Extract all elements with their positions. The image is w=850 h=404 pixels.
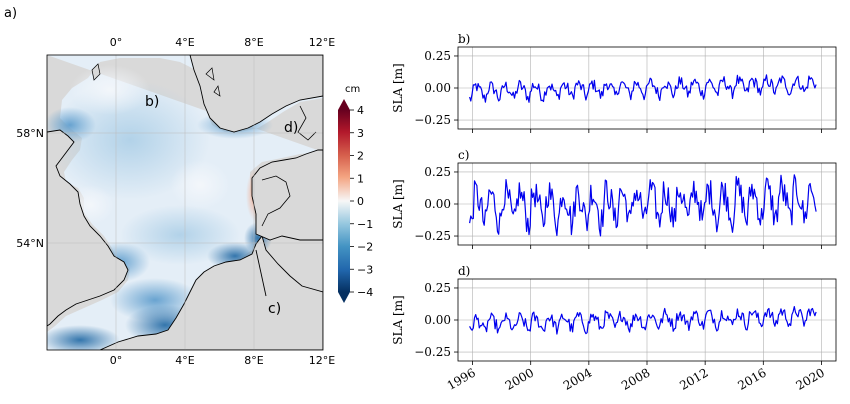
lon-tick-top: 8°E <box>244 36 263 49</box>
landmass-france <box>99 235 323 350</box>
colorbar: cm 4 3 2 1 0 −1 −2 −3 −4 <box>338 84 373 303</box>
ytick-label: 0.00 <box>424 197 451 211</box>
colorbar-gradient <box>338 110 350 292</box>
map-label-c: c) <box>268 301 281 317</box>
ylabel: SLA [m] <box>391 295 405 344</box>
colorbar-tick-label: −2 <box>357 241 373 254</box>
panel-label: b) <box>458 32 470 46</box>
xtick-label: 2020 <box>794 365 827 392</box>
colorbar-tick-label: 2 <box>357 150 364 163</box>
series-line <box>469 306 817 335</box>
landmass-norway <box>189 55 323 133</box>
label-c-pointer <box>255 249 267 297</box>
colorbar-tick-label: −3 <box>357 263 373 276</box>
ylabel: SLA [m] <box>391 179 405 228</box>
colorbar-unit: cm <box>345 84 360 95</box>
lon-tick-bottom: 0° <box>110 354 123 367</box>
panel-label: d) <box>458 264 470 278</box>
lon-tick-bottom: 4°E <box>175 354 194 367</box>
map-frame <box>46 54 324 351</box>
colorbar-tick-label: 1 <box>357 172 364 185</box>
xtick-label: 2008 <box>619 365 652 392</box>
colorbar-tick-label: −1 <box>357 218 373 231</box>
colorbar-tick-label: 4 <box>357 104 364 117</box>
map-label-b: b) <box>145 94 159 110</box>
ytick-label: −0.25 <box>414 229 451 243</box>
colorbar-extend-bottom <box>338 292 350 303</box>
ytick-label: −0.25 <box>414 345 451 359</box>
xtick-label: 2000 <box>503 365 536 392</box>
lat-tick: 58°N <box>16 127 44 140</box>
ytick-label: 0.25 <box>424 165 451 179</box>
lon-tick-bottom: 8°E <box>244 354 263 367</box>
sea-level-map: b) c) d) 0° 4°E 8°E 12°E 0° 4°E 8°E 12°E… <box>16 36 335 367</box>
lat-tick: 54°N <box>16 237 44 250</box>
figure-label: a) <box>4 6 17 21</box>
colorbar-extend-top <box>338 99 350 110</box>
timeseries-panel-0: b) 0.25 0.00 −0.25 SLA [m] <box>391 32 837 133</box>
lon-tick-top: 12°E <box>309 36 335 49</box>
colorbar-tick-label: 0 <box>357 195 364 208</box>
colorbar-tick-label: −4 <box>357 286 373 299</box>
xtick-label: 1996 <box>445 365 478 392</box>
series-line <box>469 174 817 237</box>
landmass-great-britain <box>47 129 129 327</box>
ytick-label: 0.25 <box>424 49 451 63</box>
timeseries-panel-1: c) 0.25 0.00 −0.25 SLA [m] <box>391 148 837 249</box>
series-line <box>469 74 817 103</box>
panel-label: c) <box>458 148 469 162</box>
timeseries-panel-2: d) 0.25 0.00 −0.25 1996 2000 2004 2008 2012 2016 2… <box>391 264 837 393</box>
colorbar-tick-label: 3 <box>357 127 364 140</box>
ytick-label: 0.25 <box>424 281 451 295</box>
lon-tick-bottom: 12°E <box>309 354 335 367</box>
landmass-jutland <box>251 149 323 241</box>
lon-tick-top: 4°E <box>175 36 194 49</box>
ylabel: SLA [m] <box>391 63 405 112</box>
timeseries-panels: b) 0.25 0.00 −0.25 SLA [m] c) 0.25 0.00 −0.25 SLA… <box>391 32 837 393</box>
ytick-label: 0.00 <box>424 313 451 327</box>
xtick-label: 2004 <box>561 365 595 393</box>
ytick-label: −0.25 <box>414 113 451 127</box>
ytick-label: 0.00 <box>424 81 451 95</box>
map-label-d: d) <box>284 120 298 136</box>
xtick-label: 2012 <box>677 365 710 392</box>
lon-tick-top: 0° <box>110 36 123 49</box>
xtick-label: 2016 <box>735 365 768 392</box>
